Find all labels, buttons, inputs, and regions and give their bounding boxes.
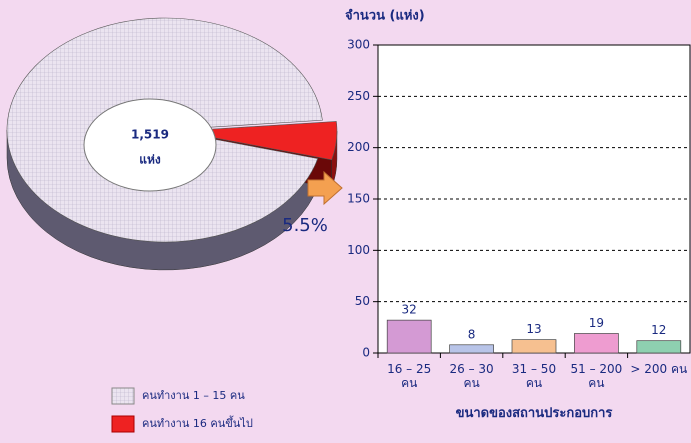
bar xyxy=(511,339,557,354)
bar xyxy=(386,319,432,354)
legend-label: คนทำงาน 1 – 15 คน xyxy=(142,389,245,402)
x-tick-label: 26 – 30 คน xyxy=(449,362,494,390)
value-label: 12 xyxy=(651,323,666,337)
bar xyxy=(636,340,682,354)
x-tick-label: 51 – 200 คน xyxy=(570,362,623,390)
arrow xyxy=(307,170,343,206)
center-text: 1,519 xyxy=(131,128,169,142)
legend-swatch xyxy=(111,387,135,405)
value-label: 32 xyxy=(402,303,417,317)
y-tick-label: 250 xyxy=(347,89,370,103)
x-tick-label: 16 – 25 คน xyxy=(387,362,432,390)
center-disc xyxy=(83,98,217,192)
y-axis-label: จำนวน (แห่ง) xyxy=(345,8,425,24)
x-axis-label: ขนาดของสถานประกอบการ xyxy=(455,406,613,421)
y-tick-label: 150 xyxy=(347,192,370,206)
y-tick-label: 300 xyxy=(347,38,370,52)
value-label: 5.5% xyxy=(282,215,328,236)
pie-slice xyxy=(178,121,338,161)
center-unit: แห่ง xyxy=(139,153,161,167)
y-tick-label: 50 xyxy=(355,294,370,308)
value-label: 19 xyxy=(589,316,604,330)
bar xyxy=(574,333,619,354)
bar xyxy=(449,344,494,354)
y-tick-label: 0 xyxy=(362,346,370,360)
x-tick-label: 31 – 50 คน xyxy=(511,362,557,390)
x-tick-label: > 200 คน xyxy=(630,362,688,376)
y-tick-label: 200 xyxy=(347,140,370,154)
legend-swatch xyxy=(111,415,135,433)
legend-label: คนทำงาน 16 คนขึ้นไป xyxy=(142,415,253,430)
y-tick-label: 100 xyxy=(347,243,370,257)
value-label: 8 xyxy=(468,327,476,341)
value-label: 13 xyxy=(526,322,541,336)
